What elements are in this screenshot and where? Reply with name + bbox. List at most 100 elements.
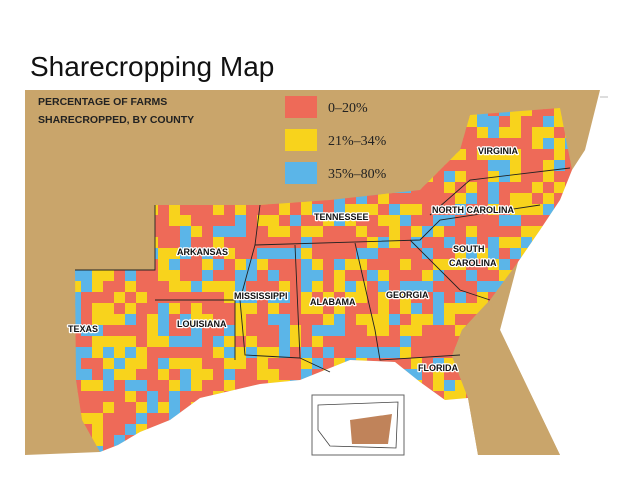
county-patch [499,116,512,128]
county-patch [433,237,447,252]
county-patch [180,248,194,261]
county-patch [213,358,226,373]
county-patch [202,270,215,283]
county-patch [81,391,93,406]
state-label: ARKANSAS [177,247,228,257]
county-patch [246,215,261,227]
county-patch [455,171,469,185]
county-patch [444,347,460,359]
county-patch [411,237,424,249]
county-patch [202,380,215,392]
county-patch [411,281,423,293]
county-patch [444,193,458,208]
county-patch [202,226,214,239]
county-patch [290,314,304,329]
county-patch [268,204,280,220]
county-patch [411,292,423,305]
county-patch [521,237,536,249]
county-patch [543,127,557,141]
county-patch [213,369,227,382]
county-patch [213,237,225,249]
county-patch [125,303,138,315]
county-patch [191,226,203,240]
county-patch [378,325,393,338]
county-patch [422,270,439,282]
county-patch [510,193,524,206]
state-label: FLORIDA [418,363,458,373]
county-patch [433,325,445,341]
county-patch [103,347,116,361]
county-patch [202,336,216,348]
county-patch [510,171,522,184]
county-patch [158,259,173,271]
county-patch [411,248,423,260]
county-patch [103,391,115,405]
county-patch [191,259,205,272]
county-patch [312,226,325,240]
county-patch [466,149,479,164]
county-patch [125,292,137,307]
county-patch [125,413,137,429]
state-label: TENNESSEE [314,212,369,222]
county-patch [345,314,358,328]
county-patch [224,325,236,337]
county-patch [180,391,193,403]
county-patch [400,204,412,217]
county-patch [378,226,393,238]
legend-label: 0–20% [328,101,368,116]
county-patch [444,270,457,283]
county-patch [477,193,491,206]
county-patch [532,215,546,228]
county-patch [389,193,401,205]
county-patch [224,380,238,392]
county-patch [510,248,524,261]
county-patch [147,413,161,427]
county-patch [312,314,326,327]
county-patch [92,358,104,373]
county-patch [499,248,513,263]
county-patch [400,237,412,253]
county-patch [257,226,273,238]
county-patch [411,314,425,329]
county-patch [389,215,401,228]
county-patch [147,281,159,295]
county-patch [422,281,439,293]
county-patch [345,336,359,349]
county-patch [389,204,401,220]
county-patch [279,270,294,282]
county-patch [389,347,402,361]
county-patch [180,347,195,361]
county-patch [290,204,302,219]
county-patch [532,182,546,195]
county-patch [345,248,357,264]
county-patch [312,358,327,370]
county-patch [257,314,270,326]
county-patch [477,226,489,240]
county-patch [554,108,566,119]
county-patch [125,380,140,395]
county-patch [411,358,423,370]
county-patch [554,138,569,150]
county-patch [400,215,413,229]
county-patch [378,292,392,304]
county-patch [323,303,335,319]
county-patch [521,108,533,118]
county-patch [202,369,216,383]
county-patch [268,237,282,249]
county-patch [378,259,393,273]
state-borders [75,167,571,373]
county-patch [180,358,193,370]
county-patch [378,281,391,294]
county-patch [235,358,250,370]
county-patch [279,347,291,362]
county-patch [422,314,434,326]
county-patch [400,226,413,240]
county-patch [180,215,194,230]
county-patch [103,402,115,414]
state-label: TEXAS [68,324,98,334]
county-patch [565,149,572,163]
county-patch [224,281,237,293]
county-patch [75,281,86,295]
county-patch [268,347,280,363]
